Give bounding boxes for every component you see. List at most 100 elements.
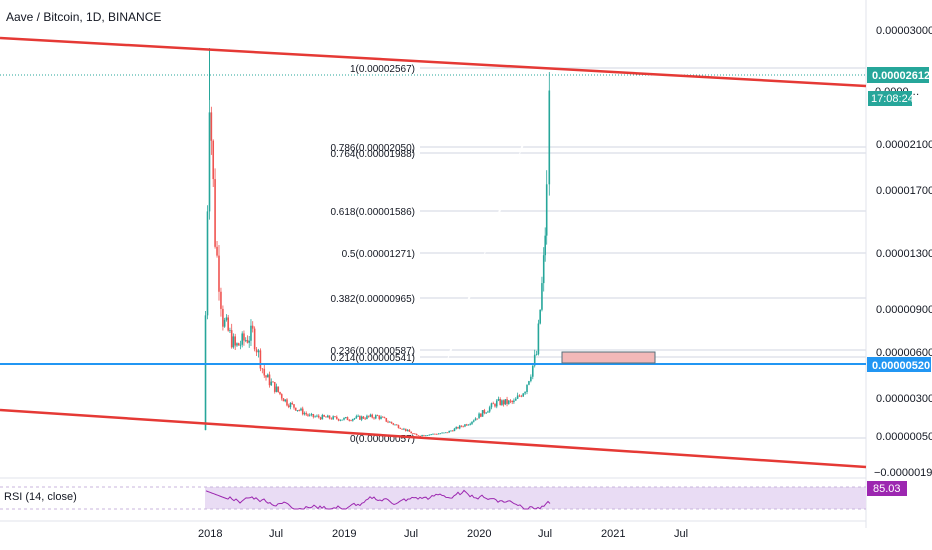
price-tick: 0.00000050 [876,431,932,443]
candle-body [471,421,473,424]
candle-body [300,408,302,411]
candle-body [421,435,423,436]
time-tick: 2018 [198,528,222,540]
candle-body [330,418,333,420]
fib-level-label: 0.236(0.00000587) [330,346,415,357]
candle-body [522,393,525,397]
candle-body [397,425,400,429]
candle-body [385,418,388,422]
time-tick: 2019 [332,528,356,540]
candle-body [395,424,398,426]
candle-body [362,416,365,419]
candle-body [284,399,287,402]
candle-body [404,428,407,431]
candle-body [287,405,290,408]
candle-body [223,319,226,327]
candle-body [216,246,218,256]
candle-body [308,414,311,416]
candle-body [501,400,503,405]
candle-body [332,416,334,420]
candle-body [528,381,530,385]
candle-body [383,417,386,419]
price-tick: 0.00000300 [876,393,932,405]
candle-body [514,398,517,401]
candle-body [545,184,548,236]
price-axis: 0.00003000 0.00002100 0.00001700 0.00001… [874,25,932,479]
time-tick: 2020 [467,528,491,540]
candle-body [248,340,251,343]
candle-body [428,434,431,436]
candle-body [220,291,222,309]
candle-body [506,399,508,404]
candle-body [227,317,229,331]
candle-body [467,424,470,426]
candle-body [371,414,374,418]
candle-body [250,325,252,341]
candle-body [406,429,409,431]
candle-body [214,179,216,247]
candle-body [516,395,519,399]
candle-body [337,418,340,421]
candle-body [376,415,379,417]
price-tick: 0.00001300 [876,248,932,260]
candle-body [273,382,276,392]
price-tick: 0.00002100 [876,139,932,151]
candle-body [492,403,495,405]
candle-body [499,399,501,405]
rsi-label: RSI (14, close) [4,491,77,503]
candle-body [243,333,245,341]
candle-body [296,410,299,411]
price-tick: 0.00000900 [876,304,932,316]
candle-body [446,432,449,434]
candle-body [434,433,436,435]
candle-body [494,403,496,407]
candle-body [426,435,429,437]
candle-body [518,395,521,397]
current-price-value: 0.00002612 [872,70,930,82]
candle-body [401,428,403,430]
candle-body [335,416,338,419]
candle-body [344,417,347,418]
candle-body [323,414,325,417]
candle-body [478,413,480,419]
candle-body [241,333,244,345]
candle-body [476,418,479,420]
candle-body [277,386,280,392]
countdown-badge [868,91,912,106]
candle-body [415,433,418,436]
candle-body [511,400,513,403]
price-tick: 0.00003000 [876,25,932,37]
candle-body [339,419,342,421]
candle-body [488,407,491,412]
candle-body [255,349,258,353]
candle-body [312,414,315,417]
candle-body [457,427,459,429]
chart-title: Aave / Bitcoin, 1D, BINANCE [6,10,162,24]
candle-body [487,411,489,413]
channel-lower-line[interactable] [0,408,867,469]
target-box[interactable] [561,351,656,364]
fibonacci-retracement: 1(0.00002567) 0.786(0.00002050)0.764(0.00… [330,64,866,445]
candle-body [424,435,427,437]
channel-upper-line[interactable] [0,36,867,88]
fib-trendline-dashes [419,69,550,439]
candle-body [531,365,534,377]
candle-body [450,430,452,432]
candle-body [507,400,510,404]
candle-body [388,421,391,423]
time-tick: 2021 [601,528,625,540]
candle-body [210,112,213,141]
candle-body [230,330,233,348]
candle-body [289,402,292,408]
candle-body [257,350,260,353]
candle-body [423,435,425,436]
candlestick-series [204,48,551,437]
candle-body [490,403,493,408]
fib-level-label: 0.5(0.00001271) [342,249,415,260]
candle-body [236,343,238,346]
candle-body [533,354,536,366]
candle-body [293,404,295,408]
candle-body [280,394,283,399]
candle-body [465,424,468,426]
